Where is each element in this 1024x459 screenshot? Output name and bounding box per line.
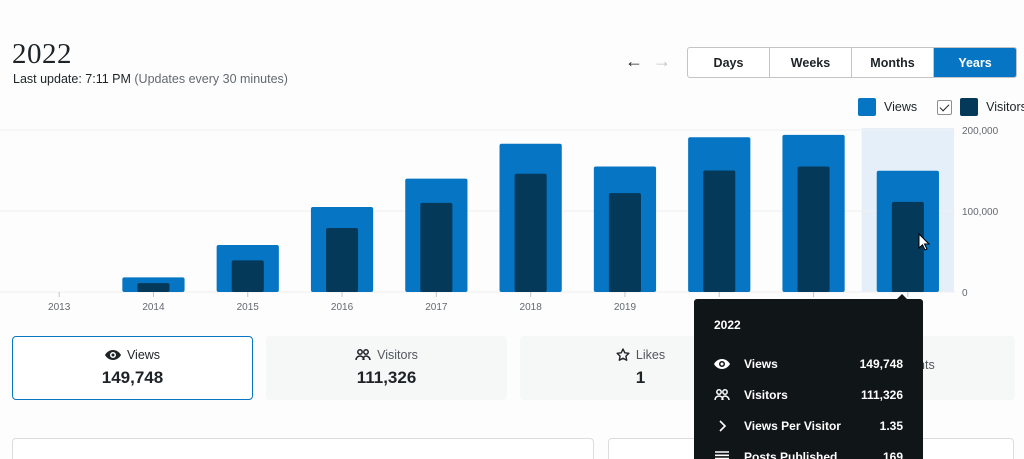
tooltip-posts-label: Posts Published — [744, 449, 838, 459]
visitors-bar[interactable] — [514, 173, 547, 292]
visitors-bar[interactable] — [137, 283, 170, 292]
tooltip-row-views-per-visitor: Views Per Visitor 1.35 — [714, 410, 903, 441]
tooltip-row-views: Views 149,748 — [714, 348, 903, 379]
likes-card-value: 1 — [635, 368, 646, 387]
views-card-label-text: Views — [126, 348, 161, 362]
tooltip-vpv-value: 1.35 — [879, 418, 903, 433]
tooltip-views-value: 149,748 — [859, 356, 903, 371]
visitors-bar[interactable] — [703, 170, 736, 293]
x-tick-label: 2013 — [48, 302, 71, 313]
views-card-label: Views — [104, 348, 161, 362]
chart-legend: Views Visitors — [858, 98, 1024, 116]
visitors-bar[interactable] — [231, 260, 264, 292]
list-icon — [714, 450, 730, 459]
visitors-legend-swatch — [960, 98, 979, 116]
chevron-right-icon — [714, 419, 730, 432]
eye-icon — [104, 350, 121, 360]
update-frequency: (Updates every 30 minutes) — [134, 72, 288, 86]
visitors-card-value: 111,326 — [356, 368, 417, 387]
x-tick-label: 2015 — [237, 302, 260, 313]
tooltip-posts-value: 169 — [882, 449, 903, 459]
star-icon — [616, 348, 630, 362]
last-update-time: Last update: 7:11 PM — [13, 72, 131, 86]
x-tick-label: 2019 — [614, 302, 637, 313]
views-card-value: 149,748 — [101, 368, 164, 387]
people-icon — [355, 349, 371, 361]
tab-years[interactable]: Years — [934, 48, 1016, 77]
y-tick-label: 200,000 — [962, 126, 999, 137]
tab-months[interactable]: Months — [852, 48, 934, 77]
visitors-bar[interactable] — [891, 201, 924, 292]
visitors-checkbox[interactable] — [937, 99, 953, 115]
chart-tooltip: 2022 Views 149,748 Visitors 111,326 View… — [694, 294, 923, 459]
tooltip-visitors-label: Visitors — [744, 387, 788, 402]
visitors-bar[interactable] — [420, 202, 453, 292]
views-card[interactable]: Views 149,748 — [12, 336, 253, 400]
x-tick-label: 2014 — [142, 302, 165, 313]
x-tick-label: 2016 — [331, 302, 354, 313]
tooltip-title: 2022 — [714, 318, 741, 332]
views-legend-label: Views — [884, 100, 918, 114]
tab-days[interactable]: Days — [688, 48, 770, 77]
y-tick-label: 100,000 — [962, 207, 999, 218]
people-icon — [714, 388, 730, 401]
tooltip-visitors-value: 111,326 — [860, 387, 903, 402]
period-navigation: ← → — [625, 52, 671, 70]
visitors-card-label: Visitors — [355, 348, 418, 362]
x-tick-label: 2018 — [520, 302, 543, 313]
x-tick-label: 2017 — [425, 302, 448, 313]
tooltip-row-posts-published: Posts Published 169 — [714, 441, 903, 459]
arrow-left-icon[interactable]: ← — [625, 51, 643, 71]
views-legend-swatch — [858, 98, 876, 116]
y-tick-label: 0 — [962, 288, 968, 299]
stats-bar-chart: 200,000 100,000 0 2013 2014 2015 2016 2017 2018 2… — [0, 126, 999, 313]
visitors-bar[interactable] — [608, 193, 641, 292]
visitors-card-label-text: Visitors — [377, 348, 418, 362]
arrow-right-icon[interactable]: → — [653, 51, 671, 71]
bottom-panel-left — [12, 438, 594, 459]
tooltip-vpv-label: Views Per Visitor — [744, 418, 841, 433]
page-title: 2022 — [12, 38, 72, 70]
visitors-bar[interactable] — [326, 228, 359, 292]
visitors-bar[interactable] — [797, 166, 830, 292]
tooltip-row-visitors: Visitors 111,326 — [714, 379, 903, 410]
eye-icon — [714, 358, 730, 369]
visitors-legend-label: Visitors — [986, 100, 1024, 114]
tab-weeks[interactable]: Weeks — [770, 48, 852, 77]
tooltip-views-label: Views — [744, 356, 778, 371]
likes-card-label-text: Likes — [635, 348, 666, 362]
visitors-card[interactable]: Visitors 111,326 — [266, 336, 507, 400]
last-update: Last update: 7:11 PM (Updates every 30 m… — [13, 72, 288, 86]
likes-card-label: Likes — [616, 348, 665, 362]
period-tabs: Days Weeks Months Years — [687, 47, 1017, 78]
mouse-cursor-icon — [918, 233, 930, 251]
